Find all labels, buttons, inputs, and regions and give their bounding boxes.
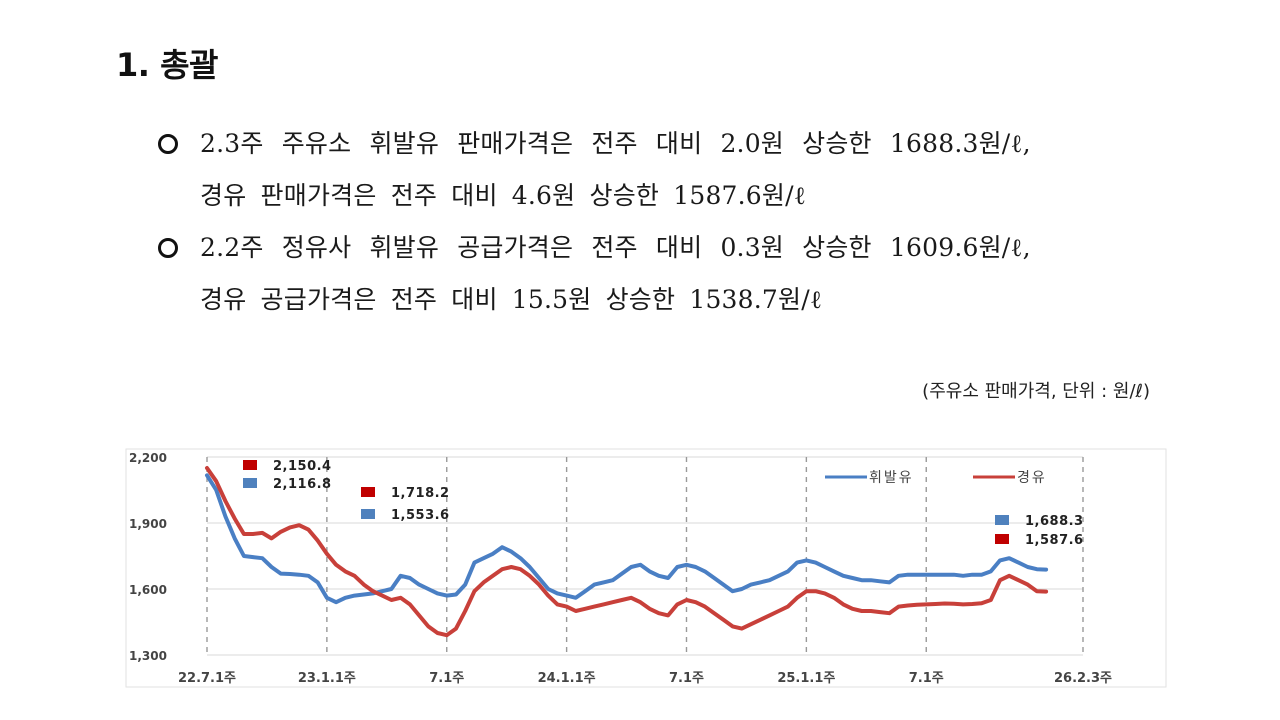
callout-marker bbox=[361, 509, 375, 519]
bullet-text-line: 2.2주 정유사 휘발유 공급가격은 전주 대비 0.3원 상승한 1609.6… bbox=[200, 233, 1031, 262]
legend-gasoline-label: 휘발유 bbox=[869, 470, 914, 486]
bullet-text-line: 경유 판매가격은 전주 대비 4.6원 상승한 1587.6원/ℓ bbox=[200, 181, 806, 210]
x-tick-label: 7.1주 bbox=[429, 671, 464, 686]
series-line-gasoline bbox=[205, 473, 1049, 605]
y-tick-label: 1,600 bbox=[129, 583, 167, 597]
x-tick-label: 22.7.1주 bbox=[178, 671, 236, 686]
bullet-supply-price: 2.2주 정유사 휘발유 공급가격은 전주 대비 0.3원 상승한 1609.6… bbox=[158, 222, 1158, 326]
bullet-retail-price: 2.3주 주유소 휘발유 판매가격은 전주 대비 2.0원 상승한 1688.3… bbox=[158, 118, 1158, 222]
x-tick-label: 24.1.1주 bbox=[538, 671, 596, 686]
callout-value: 1,587.6 bbox=[1025, 533, 1084, 548]
fuel-price-line-chart: 1,300 1,600 1,900 2,200 22.7.1주 23.1.1주 7.1주 24… bbox=[125, 448, 1167, 688]
callout-value: 1,553.6 bbox=[391, 508, 450, 523]
callout-marker bbox=[361, 487, 375, 497]
callout-value: 2,116.8 bbox=[273, 477, 332, 492]
callout-value: 1,718.2 bbox=[391, 486, 450, 501]
callout-marker bbox=[995, 515, 1009, 525]
unit-note: (주유소 판매가격, 단위 : 원/ℓ) bbox=[922, 381, 1150, 402]
circle-bullet-icon bbox=[158, 134, 178, 154]
x-tick-label: 25.1.1주 bbox=[777, 671, 835, 686]
x-tick-label: 26.2.3주 bbox=[1054, 671, 1112, 686]
series-line-diesel bbox=[205, 466, 1049, 638]
y-tick-label: 1,300 bbox=[129, 649, 167, 663]
legend-diesel-label: 경유 bbox=[1017, 470, 1047, 486]
callout-value: 2,150.4 bbox=[273, 459, 332, 474]
callout-value: 1,688.3 bbox=[1025, 514, 1084, 529]
y-tick-label: 1,900 bbox=[129, 517, 167, 531]
x-tick-label: 7.1주 bbox=[909, 671, 944, 686]
callout-marker bbox=[995, 534, 1009, 544]
bullet-text-line: 경유 공급가격은 전주 대비 15.5원 상승한 1538.7원/ℓ bbox=[200, 285, 823, 314]
y-tick-label: 2,200 bbox=[129, 451, 167, 465]
circle-bullet-icon bbox=[158, 238, 178, 258]
chart-canvas: 1,300 1,600 1,900 2,200 22.7.1주 23.1.1주 7.1주 24… bbox=[125, 448, 1167, 688]
x-tick-label: 23.1.1주 bbox=[298, 671, 356, 686]
x-tick-label: 7.1주 bbox=[669, 671, 704, 686]
callout-marker bbox=[243, 460, 257, 470]
summary-bullets: 2.3주 주유소 휘발유 판매가격은 전주 대비 2.0원 상승한 1688.3… bbox=[158, 118, 1158, 326]
section-title: 1. 총괄 bbox=[116, 46, 218, 84]
bullet-text-line: 2.3주 주유소 휘발유 판매가격은 전주 대비 2.0원 상승한 1688.3… bbox=[200, 129, 1031, 158]
callout-marker bbox=[243, 478, 257, 488]
